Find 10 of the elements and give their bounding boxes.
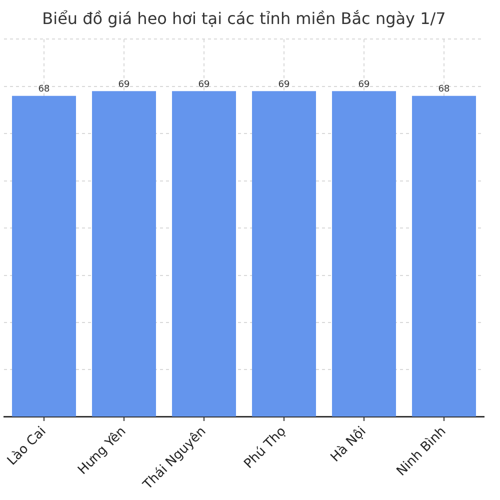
x-tick-label: Lào Cai: [4, 424, 50, 469]
data-label: 68: [438, 84, 450, 95]
data-label: 69: [118, 80, 130, 90]
data-label: 68: [38, 84, 50, 95]
x-tick-label: Hà Nội: [328, 424, 370, 466]
x-tick-label: Phú Thọ: [241, 424, 290, 472]
data-label: 69: [198, 80, 210, 90]
data-label: 69: [358, 80, 370, 90]
chart-title: Biểu đồ giá heo hơi tại các tỉnh miền Bắc ngày 1/7: [42, 8, 446, 28]
data-label: 69: [278, 80, 290, 90]
